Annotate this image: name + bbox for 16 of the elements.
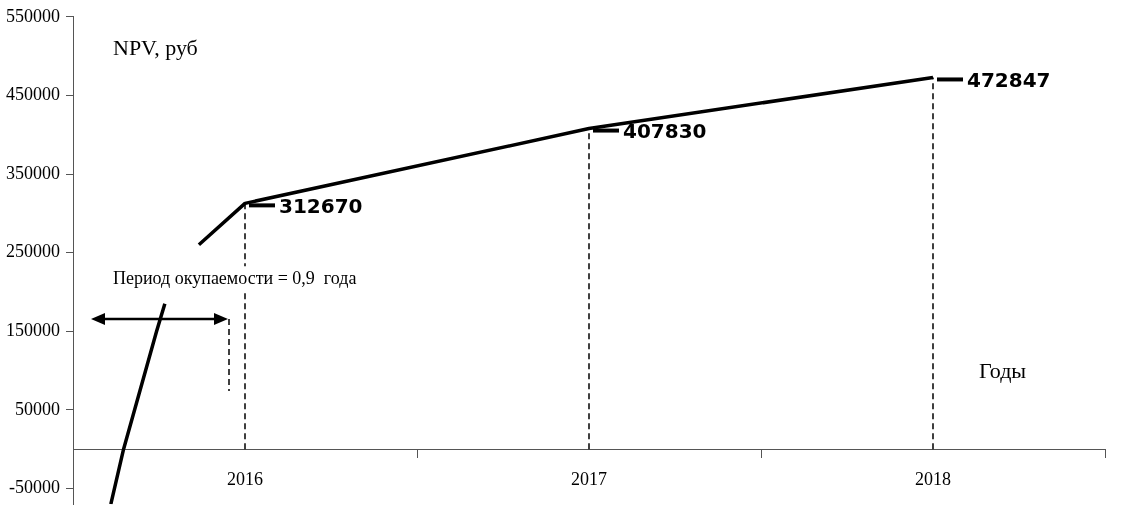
y-tick-label: 450000 [6, 84, 60, 105]
y-tick-label: 150000 [6, 319, 60, 340]
y-tick-label: 350000 [6, 162, 60, 183]
annotation: Период окупаемости = 0,9 года [113, 267, 357, 288]
y-tick-label: 550000 [6, 5, 60, 26]
x-tick-label: 2018 [915, 468, 951, 489]
x-axis-title: Годы [979, 357, 1027, 383]
y-tick-label: 50000 [15, 398, 60, 419]
data-label: 472847 [967, 67, 1051, 92]
x-tick-label: 2017 [571, 468, 607, 489]
data-label: 407830 [623, 118, 707, 143]
x-tick-label: 2016 [227, 468, 263, 489]
y-tick-label: -50000 [9, 477, 60, 498]
y-axis-title: NPV, руб [113, 34, 198, 60]
data-label: 312670 [279, 193, 363, 218]
y-tick-label: 250000 [6, 241, 60, 262]
